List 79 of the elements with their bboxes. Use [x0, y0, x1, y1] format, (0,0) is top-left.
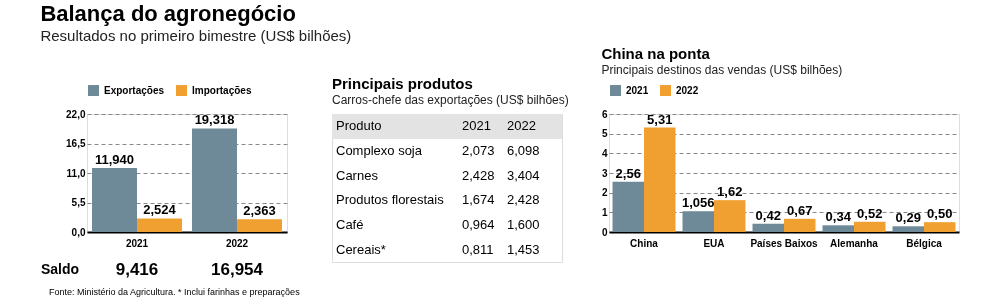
x-tick-label: Países Baixos	[750, 237, 819, 249]
text: Produto	[336, 118, 382, 134]
text: Cereais*	[336, 241, 386, 257]
bar	[924, 222, 956, 232]
y-tick-label: 11,0	[66, 167, 86, 179]
data-label: 19,318	[194, 112, 235, 128]
text: 16,954	[211, 260, 264, 279]
legend-label: 2022	[676, 84, 699, 96]
bar	[644, 127, 676, 232]
bar	[784, 218, 816, 232]
x-tick-label: Alemanha	[830, 237, 879, 249]
chart-subtitle: Resultados no primeiro bimestre (US$ bilhões)	[40, 26, 352, 44]
bar	[714, 200, 746, 232]
chart-title: China na ponta	[601, 45, 711, 62]
x-tick-label: 2021	[125, 237, 149, 249]
legend-label: Importações	[192, 84, 252, 96]
data-label: 2,524	[143, 202, 177, 218]
bar	[192, 128, 237, 232]
text: 2,428	[507, 192, 540, 208]
text: Carnes	[336, 167, 379, 183]
data-label: 0,29	[895, 210, 921, 226]
text: 2,073	[462, 143, 495, 158]
data-label: 0,67	[787, 202, 813, 218]
x-tick-label: EUA	[703, 237, 725, 249]
data-label: 0,34	[825, 209, 852, 225]
y-tick-label: 6	[601, 108, 608, 120]
bar	[854, 221, 886, 232]
data-label: 0,42	[755, 207, 781, 223]
bar	[137, 218, 182, 232]
text: 1,674	[462, 192, 495, 208]
text: 2021	[462, 118, 491, 134]
bar	[752, 223, 784, 232]
data-label: 2,363	[243, 203, 276, 219]
data-label: 1,056	[681, 195, 715, 211]
text: 9,416	[115, 260, 159, 279]
text: Complexo soja	[336, 143, 423, 158]
y-tick-label: 22,0	[66, 108, 86, 120]
y-tick-label: 5	[601, 128, 608, 140]
text: Principais produtos	[332, 75, 473, 92]
text: 2022	[507, 118, 536, 134]
bar	[237, 219, 282, 232]
bar	[892, 226, 924, 232]
x-tick-label: China	[630, 237, 659, 249]
y-tick-label: 5,5	[71, 197, 86, 208]
legend-label: Exportações	[104, 84, 165, 96]
bar	[822, 225, 854, 232]
source-note: Fonte: Ministério da Agricultura. * Inclui farinhas e preparações	[49, 287, 301, 297]
text: Café	[336, 217, 364, 232]
y-tick-label: 16,5	[66, 138, 86, 149]
text: 6,098	[507, 143, 540, 158]
y-tick-label: 4	[601, 147, 608, 159]
text: 0,811	[462, 241, 494, 257]
text: 1,600	[507, 217, 540, 232]
data-label: 1,62	[717, 184, 743, 200]
bar	[682, 211, 714, 232]
data-label: 11,940	[94, 151, 135, 167]
bar	[612, 181, 644, 232]
data-label: 0,50	[927, 206, 953, 222]
y-tick-label: 0,0	[71, 226, 86, 238]
text: Produtos florestais	[336, 192, 445, 208]
y-tick-label: 0	[601, 226, 608, 238]
data-label: 5,31	[647, 111, 673, 127]
text: 0,964	[462, 217, 495, 232]
data-label: 2,56	[615, 165, 641, 181]
x-tick-label: Bélgica	[906, 237, 943, 249]
legend-label: 2021	[626, 84, 649, 96]
data-label: 0,52	[857, 205, 883, 221]
text: 3,404	[507, 167, 540, 183]
chart-title: Balança do agronegócio	[40, 0, 296, 26]
y-tick-label: 1	[601, 206, 608, 218]
text: 1,453	[507, 241, 540, 257]
bar	[92, 167, 137, 232]
y-tick-label: 2	[601, 187, 608, 199]
text: Saldo	[40, 261, 79, 277]
y-tick-label: 3	[601, 167, 608, 179]
text: 2,428	[462, 167, 495, 183]
text: Carros-chefe das exportações (US$ bilhões)	[332, 93, 569, 107]
chart-subtitle: Principais destinos das vendas (US$ bilhões)	[601, 63, 843, 77]
x-tick-label: 2022	[225, 237, 249, 249]
